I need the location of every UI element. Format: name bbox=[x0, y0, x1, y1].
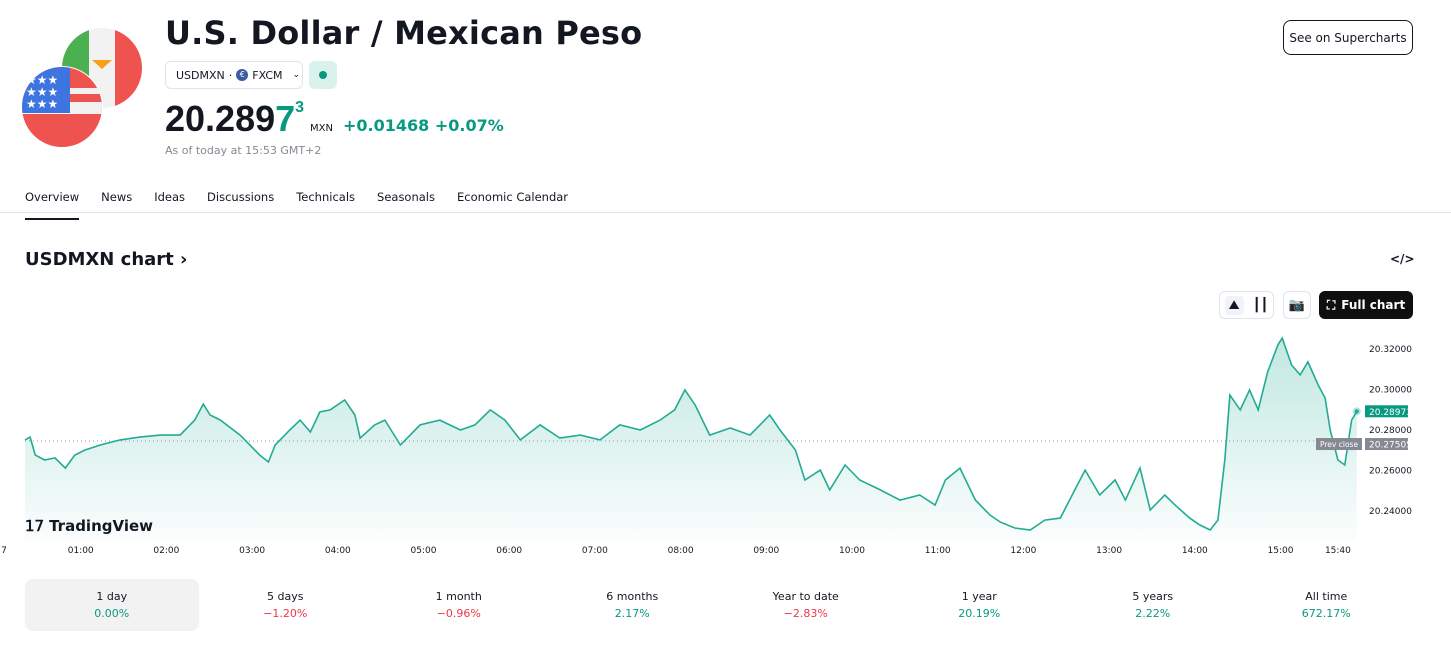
tradingview-logo[interactable]: 𝟣𝟩 TradingView bbox=[25, 517, 153, 535]
currency-label: MXN bbox=[310, 123, 334, 134]
tab-economic-calendar[interactable]: Economic Calendar bbox=[457, 190, 569, 204]
period-year-to-date[interactable]: Year to date −2.83% bbox=[719, 579, 893, 631]
x-tick-label: 13:00 bbox=[1096, 546, 1122, 556]
as-of-timestamp: As of today at 15:53 GMT+2 bbox=[165, 144, 322, 157]
chevron-down-icon: ⌄ bbox=[292, 70, 301, 80]
divider bbox=[0, 212, 1451, 213]
y-tick-label: 20.26000 bbox=[1369, 467, 1412, 477]
period-change: 20.19% bbox=[958, 607, 1001, 620]
see-on-supercharts-button[interactable]: See on Supercharts bbox=[1283, 20, 1413, 55]
x-tick-label: 05:00 bbox=[411, 546, 437, 556]
separator: · bbox=[228, 68, 233, 82]
period-label: 6 months bbox=[606, 590, 659, 603]
period-performance-bar: 1 day 0.00% 5 days −1.20% 1 month −0.96% 6 mon… bbox=[25, 579, 1413, 631]
tab-discussions[interactable]: Discussions bbox=[207, 190, 275, 204]
embed-code-icon[interactable]: </> bbox=[1390, 252, 1415, 266]
tab-seasonals[interactable]: Seasonals bbox=[377, 190, 435, 204]
price-superscript: 3 bbox=[295, 99, 305, 116]
symbol-exchange-selector[interactable]: USDMXN · € FXCM ⌄ bbox=[165, 61, 303, 89]
period-label: 5 years bbox=[1132, 590, 1174, 603]
x-tick-label: 15:40 bbox=[1325, 546, 1351, 556]
usd-mxn-flag-icon: ★★★★★★★★★ bbox=[22, 28, 142, 148]
tab-ideas[interactable]: Ideas bbox=[154, 190, 186, 204]
prev-close-badge-label: 20.27505 bbox=[1369, 441, 1412, 451]
price-main: 20.289 bbox=[165, 98, 276, 139]
tradingview-logo-text: TradingView bbox=[49, 517, 154, 535]
y-tick-label: 20.30000 bbox=[1369, 386, 1412, 396]
tradingview-logo-icon: 𝟣𝟩 bbox=[25, 517, 45, 535]
x-tick-label: 01:00 bbox=[68, 546, 94, 556]
x-tick-label: 11:00 bbox=[925, 546, 951, 556]
y-tick-label: 20.32000 bbox=[1369, 345, 1412, 355]
y-tick-label: 20.28000 bbox=[1369, 426, 1412, 436]
period-label: Year to date bbox=[772, 590, 839, 603]
tab-technicals[interactable]: Technicals bbox=[296, 190, 356, 204]
period-5-years[interactable]: 5 years 2.22% bbox=[1066, 579, 1240, 631]
x-tick-label: 7 bbox=[1, 546, 7, 556]
period-1-month[interactable]: 1 month −0.96% bbox=[372, 579, 546, 631]
period-change: −1.20% bbox=[263, 607, 308, 620]
price-change: +0.01468 +0.07% bbox=[343, 116, 504, 135]
x-tick-label: 15:00 bbox=[1268, 546, 1294, 556]
period-all-time[interactable]: All time 672.17% bbox=[1240, 579, 1414, 631]
last-price-badge bbox=[1365, 405, 1408, 418]
x-tick-label: 07:00 bbox=[582, 546, 608, 556]
fullscreen-icon: ⛶ bbox=[1326, 297, 1336, 312]
period-label: 5 days bbox=[267, 590, 304, 603]
x-tick-label: 12:00 bbox=[1010, 546, 1036, 556]
price-row: 20.28973 MXN +0.01468 +0.07% bbox=[165, 98, 504, 140]
prev-close-badge bbox=[1365, 438, 1408, 451]
period-label: 1 year bbox=[961, 590, 997, 603]
period-change: 2.22% bbox=[1135, 607, 1171, 620]
x-tick-label: 08:00 bbox=[668, 546, 694, 556]
candlestick-icon[interactable]: ┃┃ bbox=[1252, 297, 1269, 313]
period-change: 0.00% bbox=[94, 607, 130, 620]
x-tick-label: 04:00 bbox=[325, 546, 351, 556]
market-open-status-icon[interactable] bbox=[309, 61, 337, 89]
camera-icon[interactable]: 📷 bbox=[1283, 291, 1311, 319]
last-price-dot-core bbox=[1354, 409, 1359, 414]
period-label: 1 month bbox=[435, 590, 482, 603]
full-chart-label: Full chart bbox=[1341, 298, 1406, 312]
price-line bbox=[24, 336, 1358, 532]
prev-close-tag-label: Prev close bbox=[1320, 440, 1358, 449]
chart-type-toggle: ⛰ ┃┃ bbox=[1219, 291, 1274, 319]
fxcm-logo-icon: € bbox=[236, 69, 249, 81]
period-change: 672.17% bbox=[1301, 607, 1351, 620]
price-area-fill bbox=[24, 338, 1357, 540]
x-tick-label: 14:00 bbox=[1182, 546, 1208, 556]
period-label: 1 day bbox=[96, 590, 128, 603]
last-price-badge-label: 20.28973 bbox=[1369, 408, 1412, 418]
y-tick-label: 20.24000 bbox=[1369, 507, 1412, 517]
exchange-label: FXCM bbox=[252, 68, 283, 82]
svg-text:★★★: ★★★ bbox=[26, 85, 58, 99]
price-last-digit: 7 bbox=[275, 98, 296, 139]
x-tick-label: 10:00 bbox=[839, 546, 865, 556]
tab-news[interactable]: News bbox=[101, 190, 133, 204]
x-tick-label: 02:00 bbox=[153, 546, 179, 556]
x-tick-label: 06:00 bbox=[496, 546, 522, 556]
prev-close-tag bbox=[1316, 438, 1362, 451]
full-chart-button[interactable]: ⛶ Full chart bbox=[1319, 291, 1413, 319]
price-chart[interactable]: 7 01:00 02:00 03:00 04:00 05:00 06:00 07:00 08:0… bbox=[0, 320, 1451, 560]
tab-overview[interactable]: Overview bbox=[25, 190, 80, 220]
period-change: −2.83% bbox=[783, 607, 828, 620]
area-chart-icon[interactable]: ⛰ bbox=[1224, 295, 1244, 315]
x-tick-label: 03:00 bbox=[239, 546, 265, 556]
period-change: 2.17% bbox=[614, 607, 650, 620]
symbol-label: USDMXN bbox=[176, 68, 225, 82]
last-price: 20.28973 bbox=[165, 98, 304, 140]
x-tick-label: 09:00 bbox=[753, 546, 779, 556]
chart-title-link[interactable]: USDMXN chart › bbox=[25, 249, 188, 270]
page-title: U.S. Dollar / Mexican Peso bbox=[165, 14, 643, 52]
period-1-day[interactable]: 1 day 0.00% bbox=[25, 579, 199, 631]
svg-text:★★★: ★★★ bbox=[26, 97, 58, 111]
period-6-months[interactable]: 6 months 2.17% bbox=[546, 579, 720, 631]
period-change: −0.96% bbox=[436, 607, 481, 620]
section-tabs: Overview News Ideas Discussions Technica… bbox=[25, 190, 568, 220]
period-label: All time bbox=[1305, 590, 1348, 603]
period-1-year[interactable]: 1 year 20.19% bbox=[893, 579, 1067, 631]
period-5-days[interactable]: 5 days −1.20% bbox=[199, 579, 373, 631]
